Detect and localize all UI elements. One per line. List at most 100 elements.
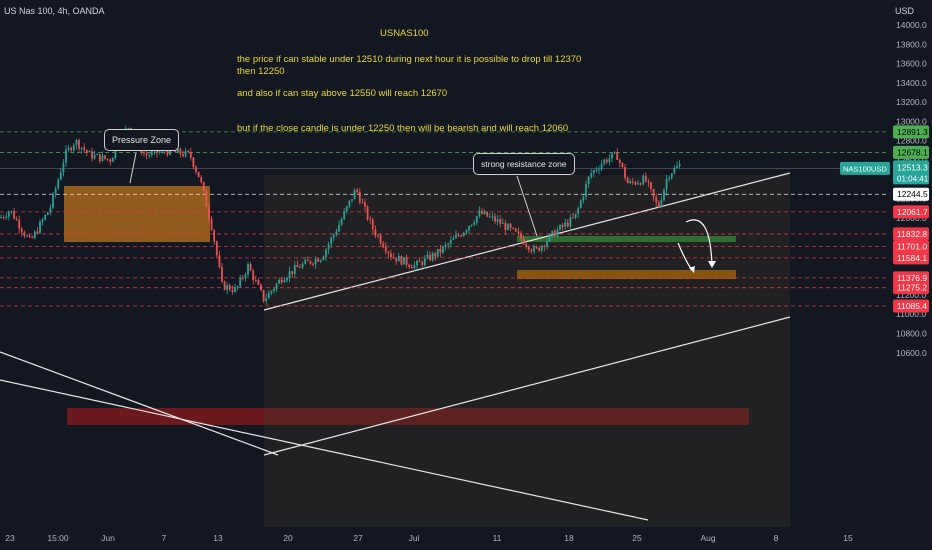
candle-body — [296, 265, 299, 268]
resistance-callout-pointer — [516, 175, 538, 237]
candle-body — [325, 249, 327, 258]
candle-body — [361, 202, 364, 204]
candle-body — [387, 251, 390, 254]
pressure-zone-callout: Pressure Zone — [104, 129, 180, 151]
price-level-badge-text: 11376.9 — [897, 273, 927, 283]
analysis-note-3: but if the close candle is under 12250 t… — [237, 123, 569, 134]
candle-body — [275, 283, 278, 290]
candle-body — [7, 211, 10, 217]
candle-body — [559, 224, 561, 230]
candle-body — [187, 150, 190, 152]
symbol-title[interactable]: US Nas 100, 4h, OANDA — [4, 6, 105, 16]
price-tick-label: 11200.0 — [896, 290, 926, 300]
candle-body — [595, 170, 598, 172]
candle-body — [239, 277, 242, 287]
candle-body — [408, 264, 411, 267]
time-axis[interactable]: 23 15:00 Jun 7 13 20 27 Jul 11 18 25 Aug 8 15 — [5, 533, 853, 543]
price-level-labels: 12891.3 12678.1 12244.5 12061.7 11832.8 11701… — [840, 125, 929, 313]
candle-body — [530, 249, 533, 252]
candle-body — [642, 175, 645, 185]
candle-body — [312, 263, 314, 265]
candle-body — [379, 235, 382, 244]
candle-body — [252, 270, 255, 281]
candle-body — [566, 222, 569, 227]
lower-channel-line — [263, 316, 791, 456]
candle-body — [514, 228, 517, 232]
pressure-zone-box — [64, 186, 210, 242]
candle-body — [436, 248, 439, 257]
candle-body — [273, 289, 275, 291]
candle-body — [543, 245, 546, 247]
candle-body — [478, 210, 481, 217]
candle-body — [488, 216, 491, 218]
price-level-badge — [893, 125, 929, 139]
candle-body — [322, 257, 325, 260]
descending-channel-upper — [0, 351, 279, 456]
candle-body — [447, 243, 450, 245]
candle-body — [434, 253, 437, 257]
candle-body — [72, 144, 75, 151]
candle-body — [158, 151, 161, 153]
candle-body — [223, 281, 226, 290]
price-tick-label: 13400.0 — [896, 78, 927, 88]
time-tick-label: Jul — [409, 533, 420, 543]
candle-body — [226, 285, 229, 290]
candle-body — [179, 148, 182, 155]
candle-body — [366, 206, 369, 220]
candle-body — [538, 247, 541, 251]
candle-body — [546, 241, 548, 247]
price-tick-label: 13000.0 — [896, 116, 927, 126]
candle-body — [369, 219, 372, 221]
candle-body — [418, 260, 421, 262]
candle-body — [481, 210, 483, 214]
price-tick-label: 13600.0 — [896, 59, 927, 69]
price-level-badge-text: 12891.3 — [897, 127, 928, 137]
pressure-callout-pointer — [129, 152, 137, 184]
candle-body — [496, 219, 499, 222]
candle-body — [673, 167, 676, 174]
candle-body — [449, 239, 452, 244]
candle-body — [439, 248, 442, 253]
candle-body — [551, 230, 554, 235]
candle-body — [613, 151, 616, 154]
candle-body — [647, 181, 650, 183]
candle-body — [574, 213, 577, 218]
candle-body — [2, 217, 5, 219]
resistance-zone-callout: strong resistance zone — [473, 153, 575, 175]
price-level-badge — [893, 281, 929, 295]
candle-body — [293, 265, 296, 274]
price-tick-label: 12600.0 — [896, 155, 927, 165]
time-tick-label: Aug — [700, 533, 715, 543]
price-level-badge-text: 12244.5 — [897, 189, 928, 199]
candle-body — [150, 151, 153, 155]
analysis-note-2: and also if can stay above 12550 will re… — [237, 88, 448, 99]
price-level-badge-text: 11701.0 — [897, 242, 927, 252]
time-tick-label: 23 — [5, 533, 15, 543]
candle-body — [39, 221, 41, 234]
candle-body — [270, 290, 273, 293]
price-level-badge — [893, 227, 929, 241]
candle-body — [473, 222, 476, 225]
candle-body — [504, 222, 507, 231]
candle-body — [327, 244, 330, 250]
candle-body — [52, 193, 54, 208]
candle-body — [93, 154, 96, 159]
candle-body — [257, 280, 260, 285]
price-level-badge-text: 11275.2 — [897, 283, 927, 293]
candle-body — [210, 218, 213, 230]
price-tick-label: 14000.0 — [896, 20, 927, 30]
candle-body — [340, 219, 343, 225]
candle-body — [205, 191, 208, 208]
candle-body — [579, 200, 582, 208]
candle-body — [260, 284, 262, 291]
price-tick-label: 11000.0 — [896, 309, 926, 319]
candle-body — [244, 274, 247, 278]
candle-body — [527, 246, 530, 250]
candle-body — [301, 263, 304, 268]
candle-body — [111, 157, 114, 162]
candle-body — [634, 182, 637, 185]
candle-body — [254, 280, 257, 282]
candle-body — [114, 148, 117, 158]
currency-label: USD — [895, 6, 915, 16]
